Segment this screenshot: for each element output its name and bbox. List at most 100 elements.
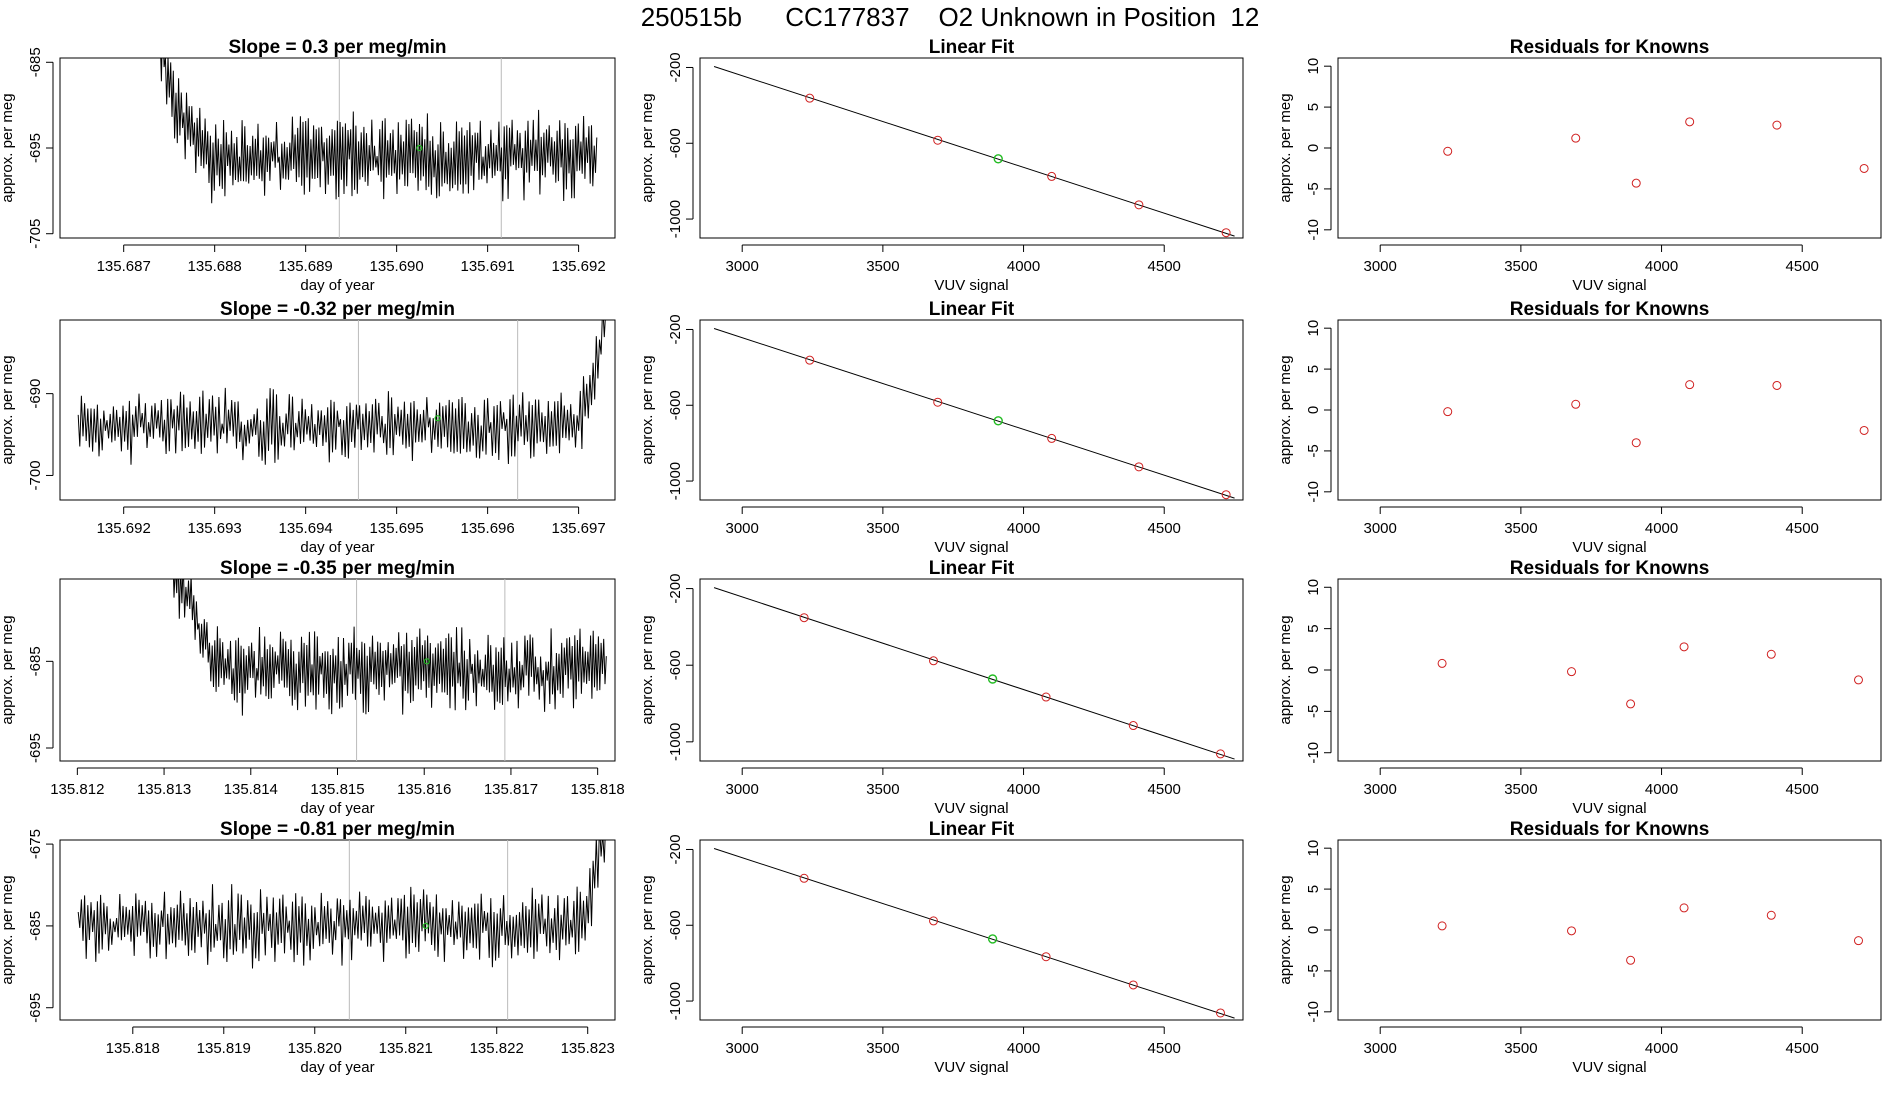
y-tick-label: 5 [1305, 103, 1322, 111]
x-tick-label: 3500 [1504, 781, 1537, 798]
residual-point [1567, 926, 1577, 936]
x-tick-label: 3500 [866, 781, 899, 798]
x-tick-label: 3000 [726, 781, 759, 798]
plot-frame [59, 57, 616, 239]
panel-r1-c2: Linear Fit 3000 3500 4000 4500 VUV signal -200… [639, 37, 1244, 294]
x-axis-label: VUV signal [934, 1059, 1008, 1076]
y-axis-label: approx. per meg [1277, 875, 1294, 984]
fit-line [713, 328, 1235, 499]
y-axis-label: approx. per meg [0, 355, 16, 464]
y-tick-label: -10 [1305, 481, 1322, 503]
residual-point [1685, 380, 1695, 390]
x-tick-label: 4500 [1148, 1040, 1181, 1057]
unknown-marker [422, 922, 429, 930]
plot-frame [699, 319, 1244, 501]
known-point [1134, 462, 1144, 472]
x-tick-label: 135.812 [50, 781, 104, 798]
residual-point [1766, 649, 1776, 659]
x-tick-label: 135.823 [561, 1040, 615, 1057]
y-tick-label: -690 [27, 379, 44, 409]
panel-title: Linear Fit [929, 37, 1015, 58]
y-tick-label: 10 [1305, 579, 1322, 596]
y-tick-label: 10 [1305, 320, 1322, 337]
y-tick-label: -695 [27, 733, 44, 763]
y-axis-label: approx. per meg [639, 615, 656, 724]
x-tick-label: 4000 [1645, 1040, 1678, 1057]
y-tick-label: 5 [1305, 885, 1322, 893]
plot-frame [699, 57, 1244, 239]
x-tick-label: 4000 [1007, 520, 1040, 537]
x-tick-label: 135.822 [470, 1040, 524, 1057]
y-tick-label: -200 [667, 834, 684, 864]
y-tick-label: -1000 [667, 982, 684, 1020]
data-trace [173, 579, 607, 716]
x-tick-label: 3000 [726, 1040, 759, 1057]
known-point [929, 656, 939, 666]
y-axis-label: approx. per meg [639, 355, 656, 464]
y-axis-label: approx. per meg [1277, 93, 1294, 202]
plot-frame [699, 578, 1244, 762]
residual-point [1443, 407, 1453, 417]
plot-frame [59, 578, 616, 762]
panel-r4-c3: Residuals for Knowns 3000 3500 4000 4500 VUV … [1277, 819, 1882, 1076]
x-tick-label: 135.818 [571, 781, 625, 798]
plot-frame [59, 839, 616, 1021]
residual-point [1571, 133, 1581, 143]
plot-frame [1337, 839, 1882, 1021]
data-area [713, 66, 1235, 238]
data-area [713, 587, 1235, 760]
data-trace [77, 320, 606, 465]
x-tick-label: 4000 [1007, 1040, 1040, 1057]
known-point [1047, 171, 1057, 181]
unknown-marker [434, 415, 441, 422]
plot-frame [1337, 319, 1882, 501]
data-area [713, 328, 1235, 500]
residual-point [1679, 642, 1689, 652]
x-tick-label: 135.690 [370, 258, 424, 275]
unknown-point [993, 154, 1003, 164]
unknown-point [987, 674, 998, 684]
x-tick-label: 3500 [1504, 1040, 1537, 1057]
y-axis-label: approx. per meg [0, 875, 16, 984]
known-point [805, 93, 815, 103]
unknown-marker [423, 658, 430, 665]
panel-title: Residuals for Knowns [1510, 819, 1710, 840]
x-tick-label: 3000 [726, 520, 759, 537]
data-area [173, 579, 607, 761]
x-tick-label: 135.815 [310, 781, 364, 798]
x-tick-label: 4000 [1007, 781, 1040, 798]
panel-title: Slope = 0.3 per meg/min [228, 37, 446, 58]
y-tick-label: -700 [27, 460, 44, 490]
x-tick-label: 135.821 [379, 1040, 433, 1057]
unknown-point [987, 934, 998, 944]
x-tick-label: 3500 [866, 258, 899, 275]
x-tick-label: 4000 [1645, 781, 1678, 798]
x-axis-label: day of year [300, 539, 374, 556]
x-tick-label: 135.688 [188, 258, 242, 275]
known-point [1221, 490, 1231, 500]
y-tick-label: -600 [667, 128, 684, 158]
x-tick-label: 4500 [1786, 520, 1819, 537]
y-tick-label: -200 [667, 52, 684, 82]
known-point [1128, 980, 1138, 990]
residual-point [1679, 903, 1689, 913]
known-point [1041, 952, 1051, 962]
x-tick-label: 135.816 [397, 781, 451, 798]
x-axis-label: VUV signal [934, 277, 1008, 294]
x-axis-label: VUV signal [934, 539, 1008, 556]
residual-point [1685, 117, 1695, 127]
x-axis-label: day of year [300, 1059, 374, 1076]
known-point [1047, 433, 1057, 443]
panel-r3-c2: Linear Fit 3000 3500 4000 4500 VUV signal -200… [639, 558, 1244, 817]
known-point [805, 355, 815, 365]
x-tick-label: 135.817 [484, 781, 538, 798]
x-tick-label: 3500 [866, 520, 899, 537]
fit-line [713, 587, 1235, 760]
y-tick-label: -10 [1305, 1001, 1322, 1023]
y-tick-label: -200 [667, 314, 684, 344]
x-tick-label: 135.691 [461, 258, 515, 275]
panel-r4-c2: Linear Fit 3000 3500 4000 4500 VUV signal -200… [639, 819, 1244, 1076]
x-tick-label: 135.820 [288, 1040, 342, 1057]
y-tick-label: -675 [27, 829, 44, 859]
x-tick-label: 3500 [1504, 258, 1537, 275]
